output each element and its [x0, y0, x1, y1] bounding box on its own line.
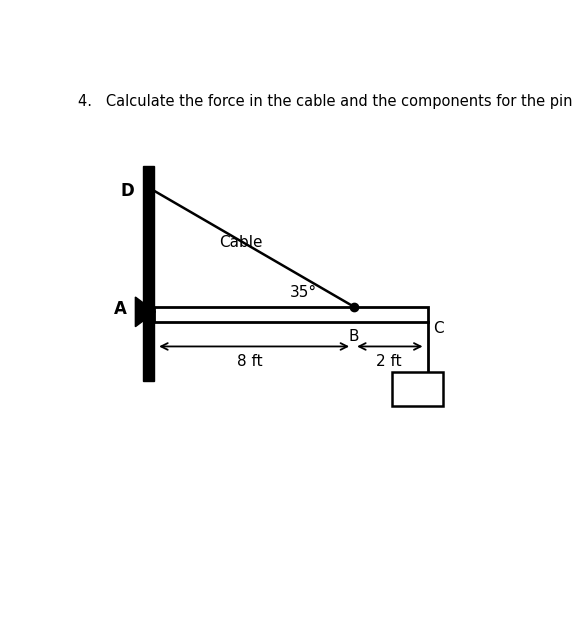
Text: B: B: [349, 329, 359, 344]
Text: D: D: [121, 182, 134, 200]
Text: 15 k: 15 k: [400, 381, 436, 397]
Text: 8 ft: 8 ft: [237, 354, 262, 369]
Text: Cable: Cable: [219, 235, 262, 250]
Text: C: C: [433, 321, 444, 336]
Text: 4.   Calculate the force in the cable and the components for the pin reaction at: 4. Calculate the force in the cable and …: [79, 94, 574, 109]
Bar: [392, 372, 443, 406]
Text: A: A: [114, 300, 127, 318]
Bar: [154, 307, 428, 322]
Polygon shape: [135, 297, 156, 327]
Bar: [143, 166, 154, 381]
Text: 2 ft: 2 ft: [376, 354, 402, 369]
Text: 35°: 35°: [289, 284, 317, 300]
